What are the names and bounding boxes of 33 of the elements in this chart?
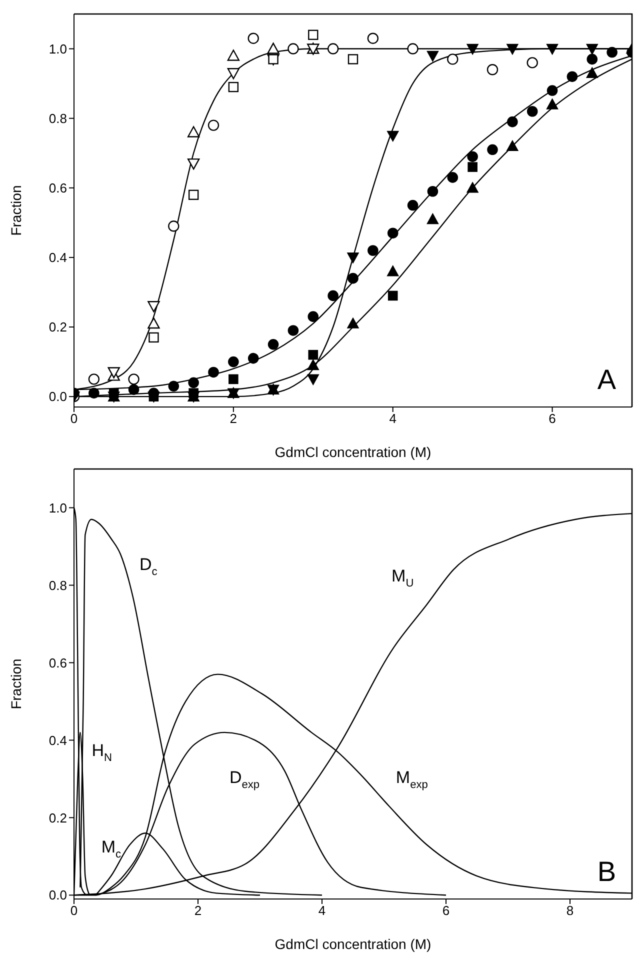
x-tick-label: 6 (548, 411, 556, 426)
y-axis-title: Fraction (8, 658, 24, 710)
y-tick-label: 0.4 (48, 732, 67, 748)
y-tick-label: 0.2 (48, 320, 67, 335)
y-tick-label: 0.8 (48, 110, 67, 126)
y-tick-label: 0.6 (48, 655, 67, 670)
y-tick-label: 0.0 (48, 389, 67, 404)
x-tick-label: 6 (442, 903, 450, 918)
annotation: M$_{exp}$ (396, 768, 428, 791)
y-tick-label: 1.0 (48, 41, 67, 56)
y-tick-label: 0.0 (48, 888, 67, 903)
annotation: D$_{c}$ (139, 555, 158, 578)
y-axis-title: Fraction (8, 185, 24, 236)
x-tick-label: 0 (70, 411, 78, 426)
x-tick-label: 2 (230, 411, 238, 426)
y-tick-label: 0.2 (48, 810, 67, 826)
annotation: M$_{c}$ (101, 838, 122, 861)
x-axis-title: GdmCl concentration (M) (274, 936, 432, 952)
annotation: M$_{U}$ (392, 566, 414, 590)
y-tick-label: 0.4 (48, 250, 67, 266)
x-tick-label: 4 (318, 903, 326, 918)
y-tick-label: 0.6 (48, 180, 67, 196)
annotation: B (597, 856, 616, 887)
annotation: H$_{N}$ (92, 741, 112, 764)
x-axis-title: GdmCl concentration (M) (274, 444, 432, 460)
annotation: D$_{exp}$ (229, 768, 260, 791)
y-tick-label: 1.0 (48, 500, 67, 516)
x-tick-label: 0 (70, 903, 78, 918)
x-tick-label: 2 (194, 903, 202, 918)
annotation: A (597, 364, 616, 395)
x-tick-label: 4 (389, 411, 396, 426)
x-tick-label: 8 (566, 903, 574, 918)
y-tick-label: 0.8 (48, 578, 67, 593)
